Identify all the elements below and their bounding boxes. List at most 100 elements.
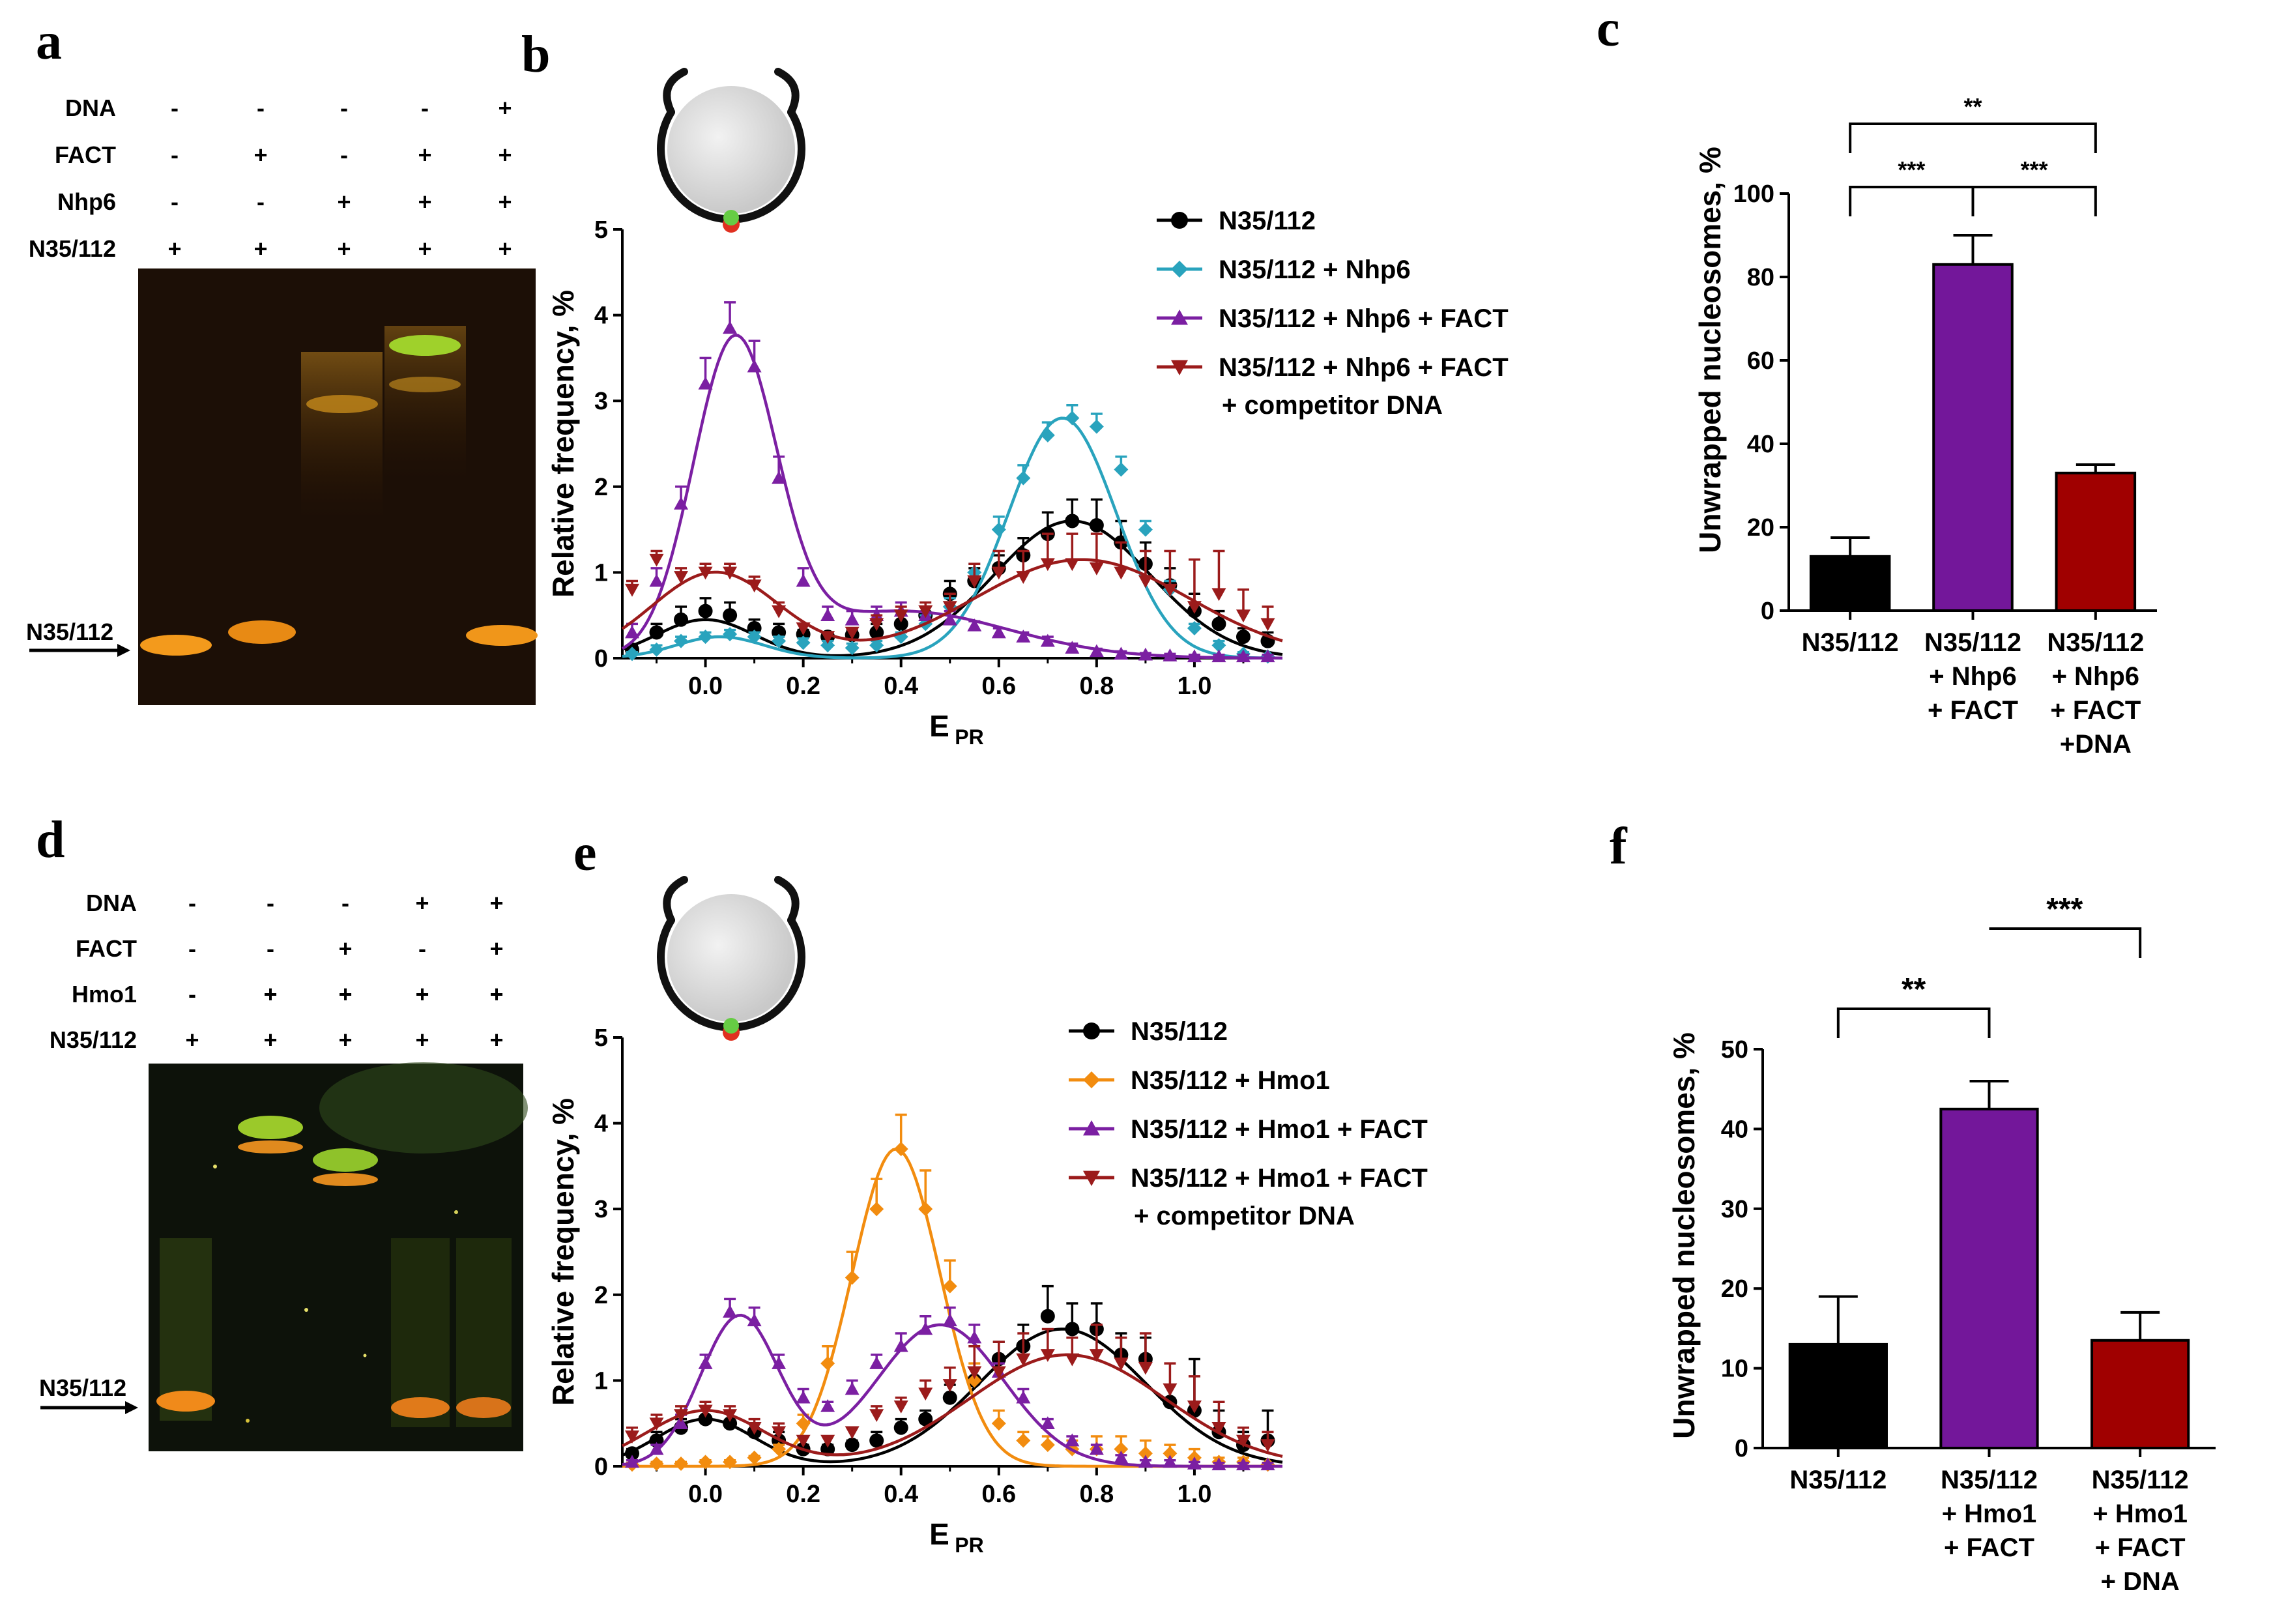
x-tick-label: 0.2	[786, 1481, 820, 1508]
data-point	[1138, 1455, 1153, 1468]
gel-mark: +	[489, 935, 503, 962]
data-point	[918, 605, 933, 618]
gel-mark: +	[418, 188, 431, 215]
significance-bracket	[1849, 123, 2097, 153]
y-tick-label: 20	[1747, 514, 1774, 542]
data-point	[674, 1409, 689, 1423]
donor-dye	[723, 1018, 739, 1034]
gel-a-row-2: Nhp6 - - + + +	[57, 188, 512, 215]
gel-mark: +	[263, 1026, 277, 1053]
gel-panel-d: DNA - - - + + FACT - - + - + Hmo1 - + + …	[39, 890, 528, 1451]
data-point	[649, 1417, 664, 1431]
data-point	[1138, 522, 1153, 537]
data-point	[918, 1412, 933, 1427]
data-point	[820, 1399, 835, 1412]
x-tick-label: N35/112	[1802, 628, 1899, 657]
gel-band	[313, 1148, 378, 1172]
data-point	[1211, 1457, 1226, 1471]
data-point	[1211, 638, 1226, 653]
data-point	[723, 608, 738, 623]
data-point	[674, 1416, 689, 1429]
data-point	[1065, 1433, 1080, 1447]
significance-bracket	[1973, 186, 2097, 216]
data-point	[1065, 641, 1080, 654]
x-tick-label: +DNA	[2060, 730, 2132, 759]
data-point	[747, 359, 762, 373]
data-point	[1171, 261, 1188, 278]
x-tick-label: 0.4	[884, 673, 918, 700]
data-point	[1016, 1433, 1031, 1448]
x-tick-label: 1.0	[1178, 1481, 1212, 1508]
data-point	[625, 625, 640, 639]
data-point	[747, 1313, 762, 1327]
gel-mark: +	[253, 235, 267, 262]
y-tick-label: 5	[594, 216, 608, 244]
data-point	[1187, 1400, 1202, 1414]
data-point	[820, 631, 835, 645]
gel-mark: -	[188, 935, 196, 962]
y-tick-label: 4	[594, 1110, 608, 1138]
data-point	[1083, 1120, 1100, 1136]
gel-mark: -	[188, 981, 196, 1008]
data-point	[674, 497, 689, 510]
gel-lane-glow	[160, 1238, 212, 1421]
x-tick-label: 0.4	[884, 1481, 918, 1508]
series-3	[621, 532, 1283, 645]
gel-mark: +	[415, 890, 429, 916]
data-point	[796, 1416, 811, 1431]
legend-label: N35/112 + Nhp6	[1219, 255, 1411, 284]
data-point	[674, 633, 689, 648]
panel-letter-b: b	[521, 26, 551, 83]
data-point	[1065, 558, 1080, 572]
gel-speck	[246, 1419, 250, 1423]
gel-band	[306, 395, 378, 413]
data-point	[625, 646, 640, 661]
data-point	[772, 605, 787, 618]
data-point	[723, 321, 738, 334]
data-point	[698, 1412, 713, 1427]
data-point	[1171, 360, 1188, 375]
y-tick-label: 2	[594, 474, 608, 501]
data-point	[1163, 1446, 1178, 1461]
gel-mark: +	[498, 141, 512, 168]
data-point	[1040, 1309, 1055, 1324]
data-point	[893, 616, 908, 631]
gel-row-label: N35/112	[50, 1026, 137, 1053]
x-tick-label: + FACT	[2050, 696, 2141, 725]
gel-mark: -	[171, 141, 179, 168]
y-tick-label: 0	[1735, 1435, 1748, 1462]
x-tick-label: N35/112	[1789, 1466, 1887, 1494]
data-point	[1016, 630, 1031, 643]
significance-label: ***	[1898, 156, 1925, 183]
fit-curve	[622, 1353, 1283, 1458]
data-point	[1040, 633, 1055, 647]
bar	[2090, 1339, 2190, 1450]
data-point	[723, 1305, 738, 1318]
gel-a-row-1: FACT - + - + +	[55, 141, 512, 168]
gel-speck	[363, 1354, 367, 1357]
y-tick-label: 50	[1721, 1036, 1748, 1064]
data-point	[1171, 212, 1188, 229]
donor-dye	[723, 210, 739, 225]
y-tick-label: 3	[594, 1196, 608, 1223]
data-point	[1114, 1450, 1129, 1464]
data-point	[820, 1356, 835, 1371]
data-point	[1089, 644, 1104, 658]
data-point	[1040, 1349, 1055, 1362]
gel-mark: +	[498, 94, 512, 121]
data-point	[1089, 518, 1104, 533]
data-point	[1163, 1455, 1178, 1468]
gel-band	[156, 1391, 215, 1412]
data-point	[1016, 1353, 1031, 1367]
data-point	[893, 1400, 908, 1414]
x-tick-label: 1.0	[1178, 673, 1212, 700]
data-point	[747, 1450, 762, 1465]
x-axis-label-subscript: PR	[955, 725, 983, 749]
gel-mark: -	[341, 890, 349, 916]
data-point	[845, 1438, 860, 1453]
nucleosome-core	[667, 894, 795, 1022]
x-axis-label: E	[929, 709, 949, 743]
x-tick-label: N35/112	[1924, 628, 2021, 657]
data-point	[1260, 1457, 1275, 1471]
data-point	[1163, 1383, 1178, 1397]
